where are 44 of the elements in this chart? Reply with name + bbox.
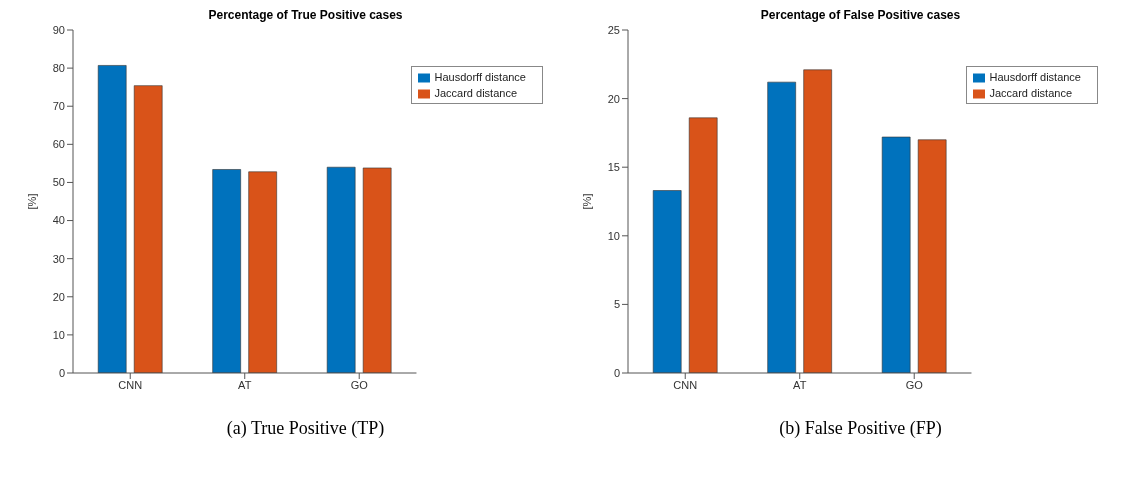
legend-label: Jaccard distance [434,87,518,99]
y-axis-title: [%] [25,193,38,210]
y-tick-label: 0 [58,366,65,379]
y-tick-label: 15 [607,161,620,174]
bar [652,190,682,373]
bar [917,139,947,373]
bar [803,69,832,373]
text: (b) False Positive (FP) [778,418,943,439]
y-tick-label: 25 [607,23,620,36]
y-tick-label: 60 [52,138,65,151]
y-tick-label: 90 [52,23,65,36]
y-tick-label: 5 [613,298,620,311]
text: (a) True Positive (TP) [225,418,386,439]
bar [362,167,392,373]
bar [133,85,163,373]
x-tick-label: AT [793,378,807,391]
y-tick-label: 40 [52,214,65,227]
y-tick-label: 80 [52,62,65,75]
bar [248,171,277,373]
y-tick-label: 0 [613,366,620,379]
x-tick-label: CNN [118,378,143,391]
y-tick-label: 70 [52,100,65,113]
y-tick-label: 10 [607,229,620,242]
x-tick-label: CNN [673,378,698,391]
x-tick-label: AT [238,378,252,391]
y-tick-label: 50 [52,176,65,189]
y-axis-title: [%] [580,193,593,210]
y-tick-label: 20 [52,290,65,303]
chart-title: Percentage of True Positive cases [207,8,404,24]
bar [212,169,241,373]
x-tick-label: GO [350,378,369,391]
y-tick-label: 10 [52,328,65,341]
x-tick-label: GO [905,378,924,391]
y-tick-label: 30 [52,252,65,265]
bar [97,65,127,373]
y-tick-label: 20 [607,92,620,105]
legend-label: Jaccard distance [989,87,1073,99]
legend-label: Hausdorff distance [434,71,526,83]
bar [881,136,911,373]
legend-label: Hausdorff distance [989,71,1081,83]
bar [326,166,356,373]
bar [767,81,796,373]
bar [688,117,718,373]
chart-title: Percentage of False Positive cases [759,8,962,24]
